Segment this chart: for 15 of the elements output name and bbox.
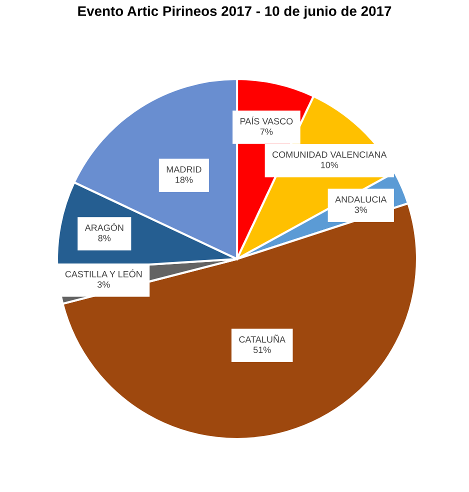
data-label: 3% [354,206,368,213]
data-label: 10% [321,162,338,168]
data-label: 8% [98,234,111,242]
slice-label: CASTILLA Y LEÓN [65,269,142,278]
slice-label: PAÍS VASCO [240,116,293,124]
slice-label: MADRID [166,166,202,173]
data-label: 18% [176,176,193,184]
slice-label: ARAGÓN [84,223,124,231]
slice-label: CATALUÑA [239,334,286,343]
slice-label: ANDALUCIA [335,196,387,203]
slice-label: COMUNIDAD VALENCIANA [272,151,387,158]
data-label: 51% [253,346,271,354]
data-label: 3% [97,281,110,288]
data-label: 7% [260,128,273,135]
chart-title: Evento Artic Pirineos 2017 - 10 de junio de 2017 [78,6,392,19]
